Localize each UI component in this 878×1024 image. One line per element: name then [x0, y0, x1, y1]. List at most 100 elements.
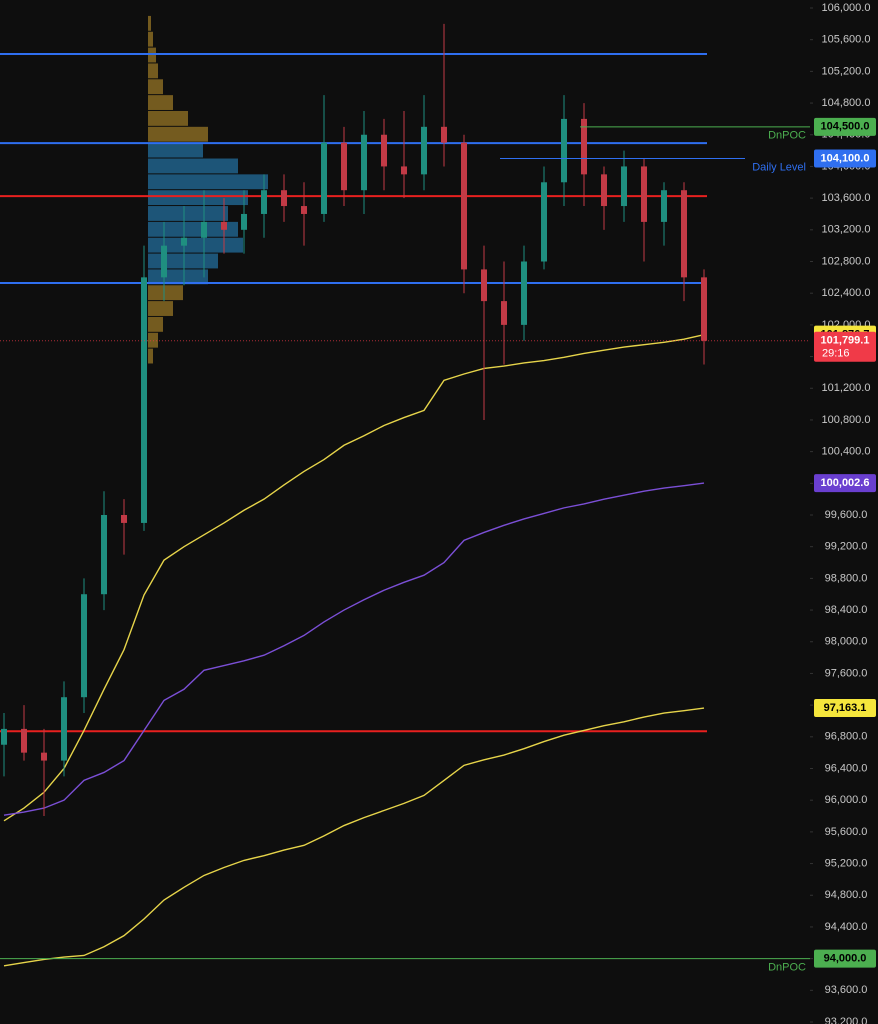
y-tick-label: 102,800.0 [822, 255, 871, 267]
price-badge-label: 100,002.6 [821, 477, 870, 489]
candle-body [521, 261, 527, 325]
y-tick-label: 97,600.0 [825, 667, 868, 679]
volume-row [148, 237, 243, 253]
candle-body [181, 237, 187, 246]
y-tick-label: 93,600.0 [825, 984, 868, 996]
candle-body [581, 118, 587, 175]
y-tick-label: 106,000.0 [822, 2, 871, 14]
volume-row [148, 63, 158, 79]
volume-row [148, 79, 163, 95]
band-line [3, 707, 705, 967]
volume-row [148, 285, 183, 301]
price-badge-label: 104,100.0 [821, 152, 870, 164]
volume-row [148, 126, 208, 142]
volume-row [148, 31, 153, 47]
candle-body [101, 515, 107, 595]
price-badge [814, 474, 876, 493]
price-badge [814, 149, 876, 168]
candle-body [461, 142, 467, 270]
price-badge-label: 104,500.0 [821, 121, 870, 133]
price-badge-label: 101,799.1 [821, 335, 870, 347]
candle-body [21, 728, 27, 753]
candle-body [281, 190, 287, 207]
candle-body [221, 221, 227, 230]
band-line [3, 482, 705, 816]
candle-body [341, 142, 347, 191]
candle-body [41, 752, 47, 761]
candle-body [361, 134, 367, 191]
price-badge [814, 331, 876, 362]
candle-body [121, 515, 127, 523]
y-tick-label: 105,600.0 [822, 34, 871, 46]
y-tick-label: 103,200.0 [822, 224, 871, 236]
candle-body [61, 697, 67, 761]
y-tick-label: 94,400.0 [825, 921, 868, 933]
volume-row [148, 174, 268, 190]
y-tick-label: 93,200.0 [825, 1016, 868, 1024]
y-tick-label: 100,800.0 [822, 414, 871, 426]
y-tick-label: 98,800.0 [825, 572, 868, 584]
candle-body [261, 190, 267, 214]
y-tick-label: 100,400.0 [822, 446, 871, 458]
volume-row [148, 206, 228, 221]
candle-body [681, 190, 687, 278]
price-badge [814, 949, 876, 968]
marker-text: Daily Level [752, 161, 806, 173]
y-tick-label: 98,000.0 [825, 636, 868, 648]
candle-body [441, 126, 447, 143]
band-line [3, 333, 705, 822]
volume-row [148, 95, 173, 110]
volume-row [148, 221, 238, 237]
candle-body [641, 166, 647, 222]
candle-body [601, 174, 607, 207]
volume-row [148, 269, 208, 285]
y-tick-label: 101,200.0 [822, 382, 871, 394]
y-tick-label: 99,600.0 [825, 509, 868, 521]
y-tick-label: 95,600.0 [825, 826, 868, 838]
volume-row [148, 190, 248, 206]
y-tick-label: 96,800.0 [825, 731, 868, 743]
volume-row [148, 332, 158, 348]
candle-body [141, 277, 147, 523]
volume-row [148, 253, 218, 269]
y-tick-label: 96,000.0 [825, 794, 868, 806]
y-tick-label: 105,200.0 [822, 65, 871, 77]
volume-row [148, 301, 173, 316]
y-tick-label: 98,400.0 [825, 604, 868, 616]
volume-row [148, 316, 163, 332]
y-tick-label: 95,200.0 [825, 857, 868, 869]
price-badge-label: 97,163.1 [824, 702, 867, 714]
candle-body [81, 594, 87, 698]
marker-text: DnPOC [768, 962, 806, 974]
y-tick-label: 94,800.0 [825, 889, 868, 901]
candle-body [381, 134, 387, 167]
volume-row [148, 158, 238, 174]
candle-body [561, 118, 567, 183]
countdown: 29:16 [822, 348, 850, 360]
candle-body [481, 269, 487, 302]
volume-row [148, 110, 188, 126]
candle-body [161, 245, 167, 278]
y-tick-label: 104,800.0 [822, 97, 871, 109]
candle-body [421, 126, 427, 175]
price-badge [814, 117, 876, 136]
candle-body [501, 301, 507, 325]
volume-row [148, 47, 156, 63]
candle-body [701, 277, 707, 341]
candle-body [621, 166, 627, 207]
candle-body [301, 206, 307, 214]
y-tick-label: 99,200.0 [825, 541, 868, 553]
volume-row [148, 15, 151, 31]
marker-text: DnPOC [768, 130, 806, 142]
candle-body [661, 190, 667, 222]
candle-body [541, 182, 547, 262]
y-tick-label: 102,400.0 [822, 287, 871, 299]
candle-body [241, 213, 247, 230]
candle-body [1, 728, 7, 745]
candle-body [321, 142, 327, 214]
volume-row [148, 348, 153, 364]
candle-body [201, 221, 207, 238]
y-tick-label: 103,600.0 [822, 192, 871, 204]
volume-row [148, 142, 203, 158]
y-tick-label: 96,400.0 [825, 762, 868, 774]
